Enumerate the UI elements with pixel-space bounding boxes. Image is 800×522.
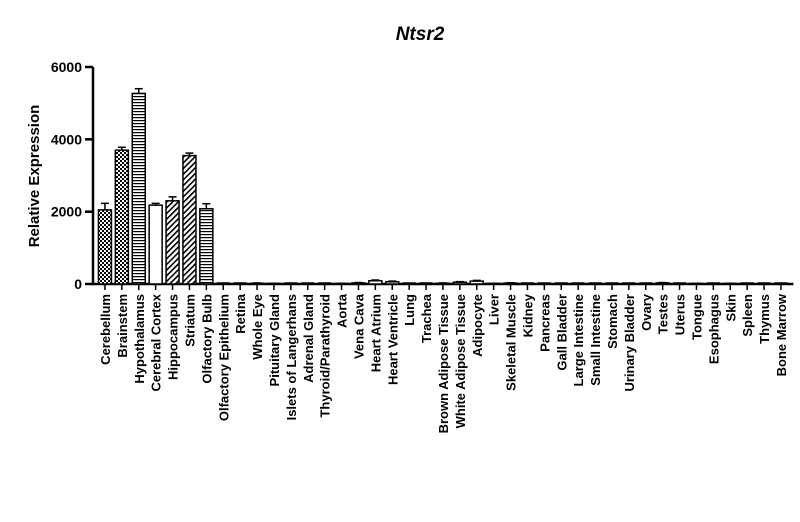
x-tick-label: Skeletal Muscle <box>504 294 519 391</box>
x-tick-label: Cerebral Cortex <box>149 293 164 391</box>
x-tick-label: Stomach <box>605 294 620 349</box>
x-tick-label: Pituitary Gland <box>267 294 282 387</box>
x-tick-label: Ovary <box>639 293 654 331</box>
x-tick-label: Hippocampus <box>166 294 181 380</box>
bar <box>97 209 113 285</box>
bar <box>469 280 484 285</box>
x-tick-label: Adrenal Gland <box>301 294 316 383</box>
x-tick-label: Esophagus <box>706 294 721 364</box>
y-tick-label: 4000 <box>51 131 82 147</box>
chart-title: Ntsr2 <box>396 24 445 45</box>
x-tick-label: Olfactory Epithelium <box>216 294 231 421</box>
x-tick-label: Olfactory Bulb <box>199 294 214 384</box>
x-tick-label: Brainstem <box>115 294 130 358</box>
x-tick-label: Heart Atrium <box>368 294 383 372</box>
x-tick-label: Uterus <box>673 294 688 335</box>
y-tick-label: 6000 <box>51 59 82 75</box>
x-tick-label: Spleen <box>740 294 755 337</box>
x-tick-label: Kidney <box>520 293 535 337</box>
bars <box>97 87 788 285</box>
x-tick-label: Vena Cava <box>351 293 366 359</box>
x-tick-label: Thymus <box>757 294 772 344</box>
x-tick-label: Heart Ventricle <box>385 294 400 385</box>
x-tick-label: Whole Eye <box>250 294 265 360</box>
x-tick-label: Urinary Bladder <box>622 294 637 392</box>
x-tick-label: Hypothalamus <box>132 294 147 384</box>
x-tick-label: Tongue <box>689 294 704 340</box>
x-tick-label: Large Intestine <box>571 294 586 386</box>
x-tick-label: Aorta <box>335 293 350 328</box>
x-tick-label: Pancreas <box>537 294 552 352</box>
x-tick-label: White Adipose Tissue <box>453 294 468 428</box>
y-tick-label: 2000 <box>51 204 82 220</box>
bar <box>114 149 130 285</box>
x-tick-label: Liver <box>487 294 502 325</box>
x-tick-label: Islets of Langerhans <box>284 294 299 420</box>
bar <box>452 281 468 285</box>
y-axis-label: Relative Expression <box>26 105 43 248</box>
x-tick-label: Trachea <box>419 293 434 343</box>
x-tick-label: Lung <box>402 294 417 326</box>
x-tick-label: Gall Bladder <box>554 294 569 371</box>
x-tick-label: Retina <box>233 293 248 334</box>
y-tick-label: 0 <box>74 276 82 292</box>
bar <box>199 208 214 285</box>
x-tick-label: Bone Marrow <box>774 293 789 376</box>
bar <box>165 200 180 285</box>
x-tick-label: Skin <box>723 294 738 322</box>
x-tick-label: Adipocyte <box>470 294 485 357</box>
bar <box>131 92 146 285</box>
x-tick-label: Thyroid/Parathyroid <box>318 294 333 418</box>
bar <box>148 204 163 285</box>
bar <box>182 154 197 285</box>
x-tick-label: Cerebellum <box>98 294 113 365</box>
x-tick-label: Striatum <box>182 294 197 347</box>
x-tick-label: Brown Adipose Tissue <box>436 294 451 433</box>
bar <box>385 281 400 285</box>
x-tick-label: Small Intestine <box>588 294 603 386</box>
x-tick-label: Testes <box>656 294 671 334</box>
category-labels: Cerebellum Brainstem Hypothalamus Cerebral … <box>98 293 789 433</box>
bar <box>368 279 383 285</box>
